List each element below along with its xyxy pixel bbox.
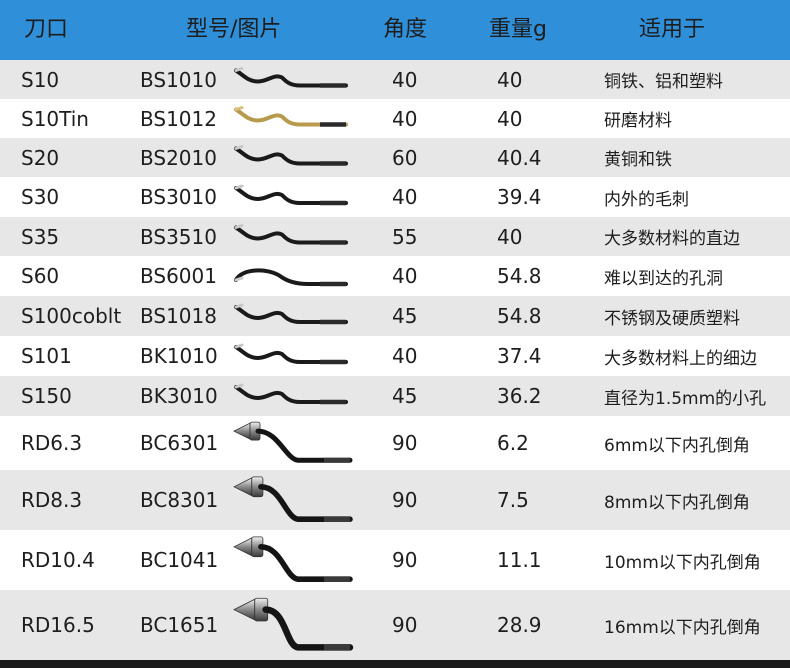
row-model: BS6001	[140, 264, 217, 288]
countersink-blade-icon	[228, 470, 354, 530]
row-angle: 90	[392, 548, 418, 572]
row-edge: S20	[21, 145, 60, 170]
row-angle: 40	[392, 185, 418, 209]
row-use: 研磨材料	[604, 111, 672, 131]
row-use: 铜铁、铝和塑料	[604, 72, 723, 92]
silver-deburring-blade-icon	[228, 376, 354, 416]
silver-deburring-blade-icon	[228, 177, 354, 217]
row-weight: 40	[497, 106, 523, 131]
row-weight: 7.5	[497, 488, 529, 512]
row-angle: 40	[392, 106, 418, 131]
table-row: S20 BS2010 60 40.4 黄铜和铁	[0, 138, 790, 177]
table-row: S101 BK1010 40 37.4 大多数材料上的细边	[0, 336, 790, 376]
row-use: 黄铜和铁	[604, 150, 672, 170]
row-use: 不锈钢及硬质塑料	[604, 308, 740, 329]
row-angle: 90	[392, 613, 418, 637]
row-weight: 54.8	[497, 264, 542, 288]
silver-deburring-blade-icon	[228, 60, 354, 99]
row-angle: 40	[392, 344, 418, 368]
long-deburring-blade-icon	[228, 256, 354, 296]
row-angle: 45	[392, 384, 418, 408]
row-weight: 37.4	[497, 344, 542, 368]
row-use: 内外的毛刺	[604, 189, 689, 210]
row-angle: 55	[392, 224, 418, 249]
row-edge: RD16.5	[21, 613, 95, 637]
header-use: 适用于	[639, 17, 706, 42]
row-weight: 40	[497, 224, 523, 249]
row-edge: S35	[21, 224, 60, 249]
row-use: 难以到达的孔洞	[604, 268, 723, 289]
table-row: RD6.3 BC6301 90 6.2 6mm以下内孔倒角	[0, 416, 790, 470]
row-weight: 40	[497, 67, 523, 92]
row-model: BS3010	[140, 185, 217, 209]
row-model: BS1018	[140, 304, 217, 328]
table-row: S60 BS6001 40 54.8 难以到达的孔洞	[0, 256, 790, 296]
row-model: BS3510	[140, 224, 217, 249]
row-model: BC6301	[140, 431, 219, 455]
row-model: BS2010	[140, 145, 217, 170]
row-angle: 45	[392, 304, 418, 328]
row-model: BS1010	[140, 67, 217, 92]
row-angle: 90	[392, 431, 418, 455]
table-row: S30 BS3010 40 39.4 内外的毛刺	[0, 177, 790, 217]
row-weight: 39.4	[497, 185, 542, 209]
row-edge: RD10.4	[21, 548, 95, 572]
row-model: BC1651	[140, 613, 219, 637]
header-angle: 角度	[383, 17, 428, 42]
row-edge: S60	[21, 264, 60, 288]
silver-deburring-blade-icon	[228, 138, 354, 177]
row-edge: RD6.3	[21, 431, 83, 455]
row-edge: RD8.3	[21, 488, 83, 512]
table-row: RD16.5 BC1651 90 28.9 16mm以下内孔倒角	[0, 590, 790, 660]
gold-deburring-blade-icon	[228, 99, 354, 138]
bottom-border	[0, 660, 790, 668]
row-edge: S30	[21, 185, 60, 209]
row-use: 16mm以下内孔倒角	[604, 617, 761, 638]
row-use: 大多数材料上的细边	[604, 348, 757, 369]
table-header: 刀口 型号/图片 角度 重量g 适用于	[0, 0, 790, 60]
row-angle: 40	[392, 67, 418, 92]
black-deburring-blade-icon	[228, 336, 354, 376]
silver-deburring-blade-icon	[228, 217, 354, 256]
row-angle: 60	[392, 145, 418, 170]
header-edge: 刀口	[24, 17, 69, 42]
row-use: 10mm以下内孔倒角	[604, 552, 761, 573]
row-angle: 90	[392, 488, 418, 512]
table-row: S150 BK3010 45 36.2 直径为1.5mm的小孔	[0, 376, 790, 416]
table-row: RD8.3 BC8301 90 7.5 8mm以下内孔倒角	[0, 470, 790, 530]
silver-deburring-blade-icon	[228, 296, 354, 336]
table-row: S100coblt BS1018 45 54.8 不锈钢及硬质塑料	[0, 296, 790, 336]
countersink-blade-icon	[228, 530, 354, 590]
row-edge: S150	[21, 384, 72, 408]
row-model: BC1041	[140, 548, 219, 572]
row-weight: 40.4	[497, 145, 542, 170]
row-model: BK3010	[140, 384, 218, 408]
row-edge: S101	[21, 344, 72, 368]
row-angle: 40	[392, 264, 418, 288]
row-use: 大多数材料的直边	[604, 229, 740, 249]
row-model: BS1012	[140, 106, 217, 131]
row-weight: 28.9	[497, 613, 542, 637]
row-edge: S10	[21, 67, 60, 92]
countersink-blade-icon	[228, 590, 354, 660]
row-edge: S10Tin	[21, 106, 89, 131]
row-weight: 54.8	[497, 304, 542, 328]
row-weight: 6.2	[497, 431, 529, 455]
header-model: 型号/图片	[186, 17, 282, 42]
row-use: 6mm以下内孔倒角	[604, 435, 750, 456]
table-row: S10Tin BS1012 40 40 研磨材料	[0, 99, 790, 138]
row-use: 8mm以下内孔倒角	[604, 492, 750, 513]
table-row: S35 BS3510 55 40 大多数材料的直边	[0, 217, 790, 256]
countersink-blade-icon	[228, 416, 354, 470]
header-weight: 重量g	[489, 17, 547, 42]
row-model: BK1010	[140, 344, 218, 368]
row-model: BC8301	[140, 488, 219, 512]
row-weight: 11.1	[497, 548, 542, 572]
row-edge: S100coblt	[21, 304, 122, 328]
row-weight: 36.2	[497, 384, 542, 408]
table-row: S10 BS1010 40 40 铜铁、铝和塑料	[0, 60, 790, 99]
table-row: RD10.4 BC1041 90 11.1 10mm以下内孔倒角	[0, 530, 790, 590]
row-use: 直径为1.5mm的小孔	[604, 388, 767, 409]
